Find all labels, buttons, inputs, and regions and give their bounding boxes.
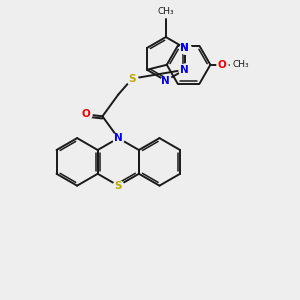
Text: CH₃: CH₃ — [158, 7, 174, 16]
Text: O: O — [81, 109, 90, 119]
Text: N: N — [161, 76, 170, 85]
Text: S: S — [115, 181, 122, 191]
Text: N: N — [180, 43, 189, 53]
Text: N: N — [180, 65, 189, 75]
Text: O: O — [218, 60, 226, 70]
Text: N: N — [114, 133, 123, 143]
Text: N: N — [180, 43, 189, 53]
Text: S: S — [128, 74, 136, 84]
Text: CH₃: CH₃ — [232, 60, 249, 69]
